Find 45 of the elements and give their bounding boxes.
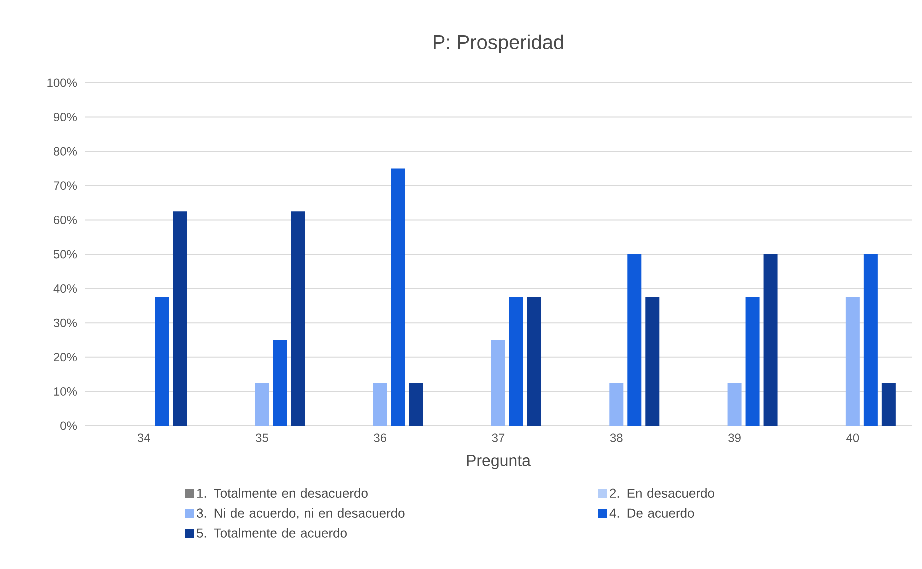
bar (273, 340, 288, 426)
bar (391, 168, 406, 426)
y-tick-label: 30% (54, 318, 78, 328)
legend-label: 3. Ni de acuerdo, ni en desacuerdo (197, 508, 405, 520)
x-axis-title: Pregunta (467, 455, 531, 470)
bar (864, 254, 878, 426)
y-tick-label: 60% (54, 216, 78, 224)
legend-label: 5. Totalmente de acuerdo (197, 528, 347, 538)
y-tick-label: 20% (54, 353, 78, 362)
bar (628, 254, 642, 426)
bar (646, 297, 660, 426)
bar (610, 383, 624, 426)
y-tick-label: 70% (54, 182, 78, 190)
bar (155, 297, 170, 426)
bar (291, 212, 306, 426)
bar (882, 383, 896, 426)
bar (846, 297, 860, 426)
bar (528, 297, 542, 426)
legend-label: 1. Totalmente en desacuerdo (197, 488, 368, 498)
bar (255, 383, 270, 426)
bar (746, 297, 760, 426)
y-tick-label: 50% (54, 250, 78, 259)
x-tick-label: 38 (610, 434, 623, 442)
bar (373, 383, 388, 426)
legend-label: 2. En desacuerdo (610, 488, 714, 498)
bar (510, 297, 524, 426)
bar (173, 212, 188, 426)
y-tick-label: 10% (54, 387, 78, 396)
bar (409, 383, 424, 426)
y-tick-label: 40% (54, 284, 78, 294)
chart-title: P: Prosperidad (434, 34, 564, 54)
y-tick-label: 0% (60, 422, 78, 430)
x-tick-label: 40 (846, 434, 860, 442)
y-tick-label: 90% (54, 113, 78, 122)
bar (492, 340, 506, 426)
x-tick-label: 36 (374, 434, 387, 442)
x-tick-label: 37 (492, 434, 505, 442)
y-tick-label: 80% (54, 147, 78, 156)
bar (764, 254, 778, 426)
x-tick-label: 35 (256, 434, 268, 442)
y-tick-label: 100% (48, 78, 78, 88)
x-tick-label: 39 (728, 434, 741, 442)
bar (728, 383, 742, 426)
x-tick-label: 34 (138, 434, 150, 442)
legend-label: 4. De acuerdo (610, 508, 694, 518)
